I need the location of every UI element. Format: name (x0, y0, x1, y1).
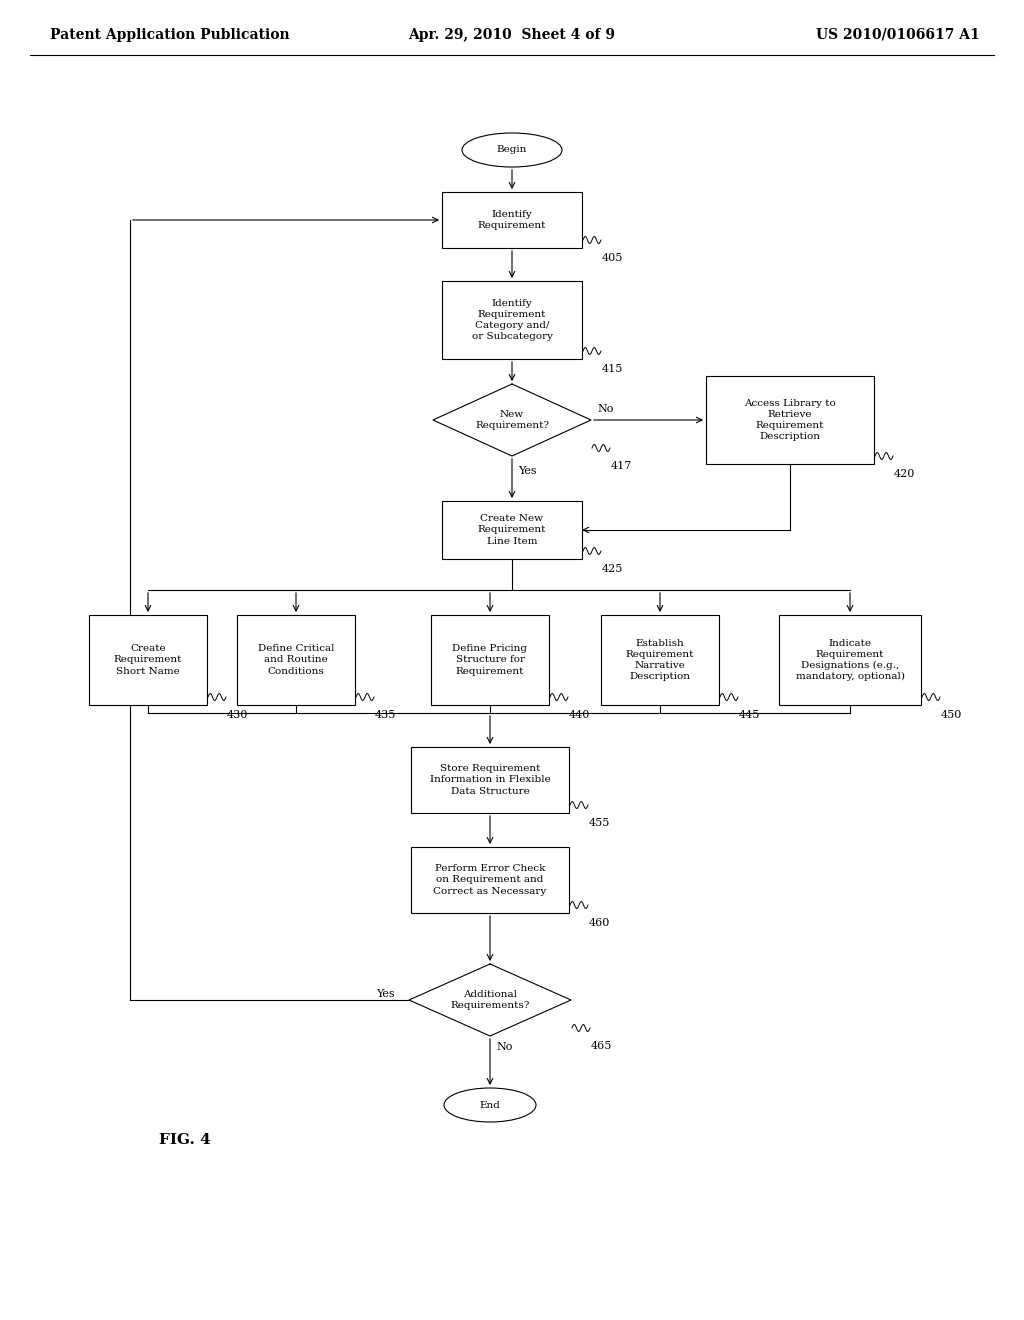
FancyBboxPatch shape (779, 615, 921, 705)
Text: Define Pricing
Structure for
Requirement: Define Pricing Structure for Requirement (453, 644, 527, 676)
Text: New
Requirement?: New Requirement? (475, 411, 549, 430)
Text: 455: 455 (589, 818, 610, 828)
Polygon shape (409, 964, 571, 1036)
Text: Patent Application Publication: Patent Application Publication (50, 28, 290, 42)
FancyBboxPatch shape (411, 847, 569, 913)
Text: Access Library to
Retrieve
Requirement
Description: Access Library to Retrieve Requirement D… (744, 399, 836, 441)
Text: End: End (479, 1101, 501, 1110)
Ellipse shape (462, 133, 562, 168)
Text: Yes: Yes (377, 989, 395, 999)
Text: 465: 465 (591, 1041, 612, 1051)
Text: Create
Requirement
Short Name: Create Requirement Short Name (114, 644, 182, 676)
FancyBboxPatch shape (442, 191, 582, 248)
Text: Define Critical
and Routine
Conditions: Define Critical and Routine Conditions (258, 644, 334, 676)
Text: Perform Error Check
on Requirement and
Correct as Necessary: Perform Error Check on Requirement and C… (433, 865, 547, 895)
Text: US 2010/0106617 A1: US 2010/0106617 A1 (816, 28, 980, 42)
FancyBboxPatch shape (431, 615, 549, 705)
FancyBboxPatch shape (411, 747, 569, 813)
Text: Indicate
Requirement
Designations (e.g.,
mandatory, optional): Indicate Requirement Designations (e.g.,… (796, 639, 904, 681)
Text: 440: 440 (569, 710, 591, 719)
Text: 405: 405 (602, 253, 624, 263)
Ellipse shape (444, 1088, 536, 1122)
Text: 445: 445 (739, 710, 761, 719)
Text: Identify
Requirement
Category and/
or Subcategory: Identify Requirement Category and/ or Su… (471, 298, 553, 341)
Text: 450: 450 (941, 710, 963, 719)
FancyBboxPatch shape (601, 615, 719, 705)
Text: Establish
Requirement
Narrative
Description: Establish Requirement Narrative Descript… (626, 639, 694, 681)
Text: 425: 425 (602, 564, 624, 574)
FancyBboxPatch shape (237, 615, 355, 705)
FancyBboxPatch shape (442, 502, 582, 558)
Polygon shape (433, 384, 591, 455)
FancyBboxPatch shape (89, 615, 207, 705)
Text: Yes: Yes (518, 466, 537, 477)
Text: 420: 420 (894, 469, 915, 479)
Text: Additional
Requirements?: Additional Requirements? (451, 990, 529, 1010)
FancyBboxPatch shape (442, 281, 582, 359)
Text: 415: 415 (602, 364, 624, 374)
Text: Identify
Requirement: Identify Requirement (478, 210, 546, 230)
Text: 435: 435 (375, 710, 396, 719)
Text: No: No (597, 404, 613, 414)
Text: Begin: Begin (497, 145, 527, 154)
Text: 417: 417 (611, 461, 632, 471)
FancyBboxPatch shape (706, 376, 874, 465)
Text: FIG. 4: FIG. 4 (159, 1133, 211, 1147)
Text: Create New
Requirement
Line Item: Create New Requirement Line Item (478, 515, 546, 545)
Text: Apr. 29, 2010  Sheet 4 of 9: Apr. 29, 2010 Sheet 4 of 9 (409, 28, 615, 42)
Text: No: No (496, 1041, 512, 1052)
Text: 460: 460 (589, 917, 610, 928)
Text: Store Requirement
Information in Flexible
Data Structure: Store Requirement Information in Flexibl… (430, 764, 550, 796)
Text: 430: 430 (227, 710, 249, 719)
